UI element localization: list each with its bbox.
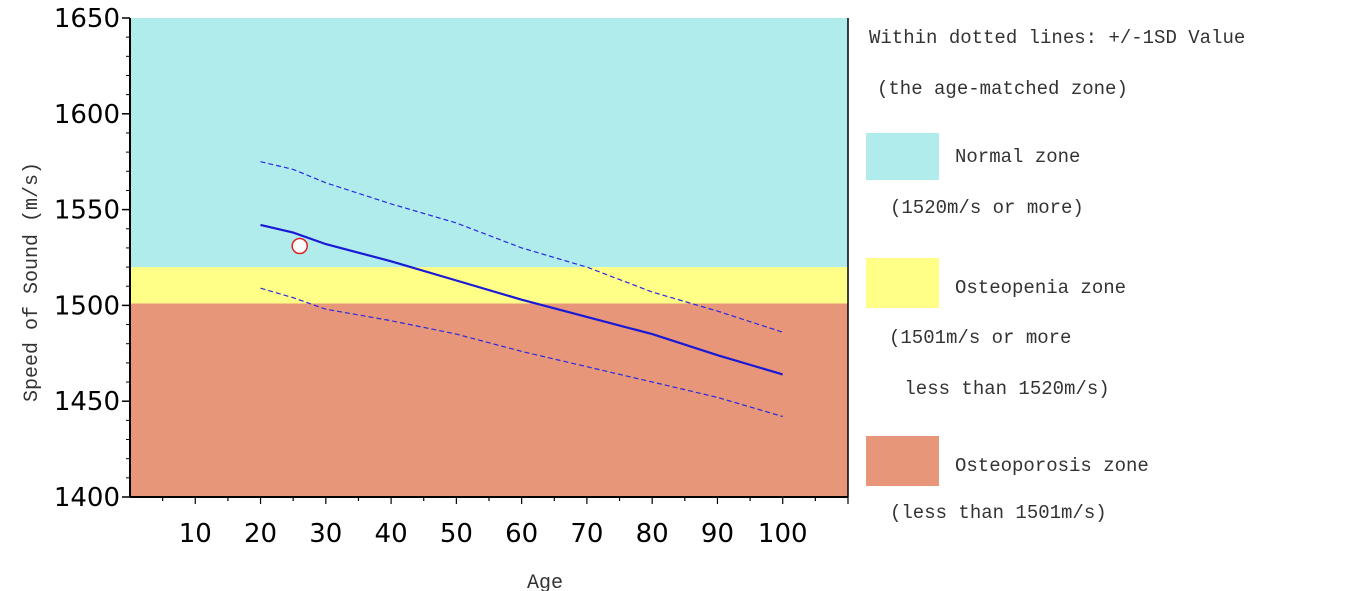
y-tick-label: 1400 [54,483,120,513]
y-axis-title: Speed of Sound (m/s) [21,162,44,402]
legend-swatch-osteoporosis [866,436,939,486]
zone-band-osteopenia [130,267,848,304]
x-tick-label: 100 [758,519,808,549]
x-tick-label: 10 [179,519,212,549]
x-tick-label: 60 [505,519,538,549]
legend-swatch-normal [866,133,939,180]
legend-label-normal: Normal zone [955,146,1080,168]
x-tick-label: 20 [244,519,277,549]
y-tick-label: 1500 [54,291,120,321]
legend-label-osteopenia: Osteopenia zone [955,277,1126,299]
upper-sd-line [260,161,783,333]
y-tick-label: 1450 [54,387,120,417]
mean-line [260,223,784,376]
legend-desc-osteopenia-1: (1501m/s or more [889,327,1071,349]
zone-band-normal [130,18,848,268]
legend-heading-line1: Within dotted lines: +/-1SD Value [869,27,1245,49]
x-tick-label: 30 [309,519,342,549]
x-tick-label: 80 [636,519,669,549]
x-tick-label: 70 [570,519,603,549]
lower-sd-line [260,287,783,418]
measurement-points [291,237,308,255]
legend: Within dotted lines: +/-1SD Value (the a… [866,27,1245,524]
ticks: 1400 1450 1500 1550 1600 1650 10 20 30 40 50 60 70 80… [54,4,849,549]
legend-heading-line2: (the age-matched zone) [877,78,1128,100]
x-axis-title: Age [527,572,563,591]
y-tick-label: 1650 [54,4,120,34]
legend-swatch-osteopenia [866,258,939,308]
zone-band-osteoporosis [130,303,848,497]
legend-label-osteoporosis: Osteoporosis zone [955,455,1149,477]
measurement-point [291,237,308,255]
x-tick-label: 50 [440,519,473,549]
zone-bands [130,18,848,497]
y-tick-label: 1550 [54,196,120,226]
legend-desc-osteoporosis: (less than 1501m/s) [890,502,1107,524]
x-tick-label: 40 [375,519,408,549]
y-tick-label: 1600 [54,100,120,130]
legend-desc-osteopenia-2: less than 1520m/s) [893,378,1110,400]
legend-desc-normal: (1520m/s or more) [890,197,1084,219]
series-lines [260,161,784,418]
x-tick-label: 90 [701,519,734,549]
